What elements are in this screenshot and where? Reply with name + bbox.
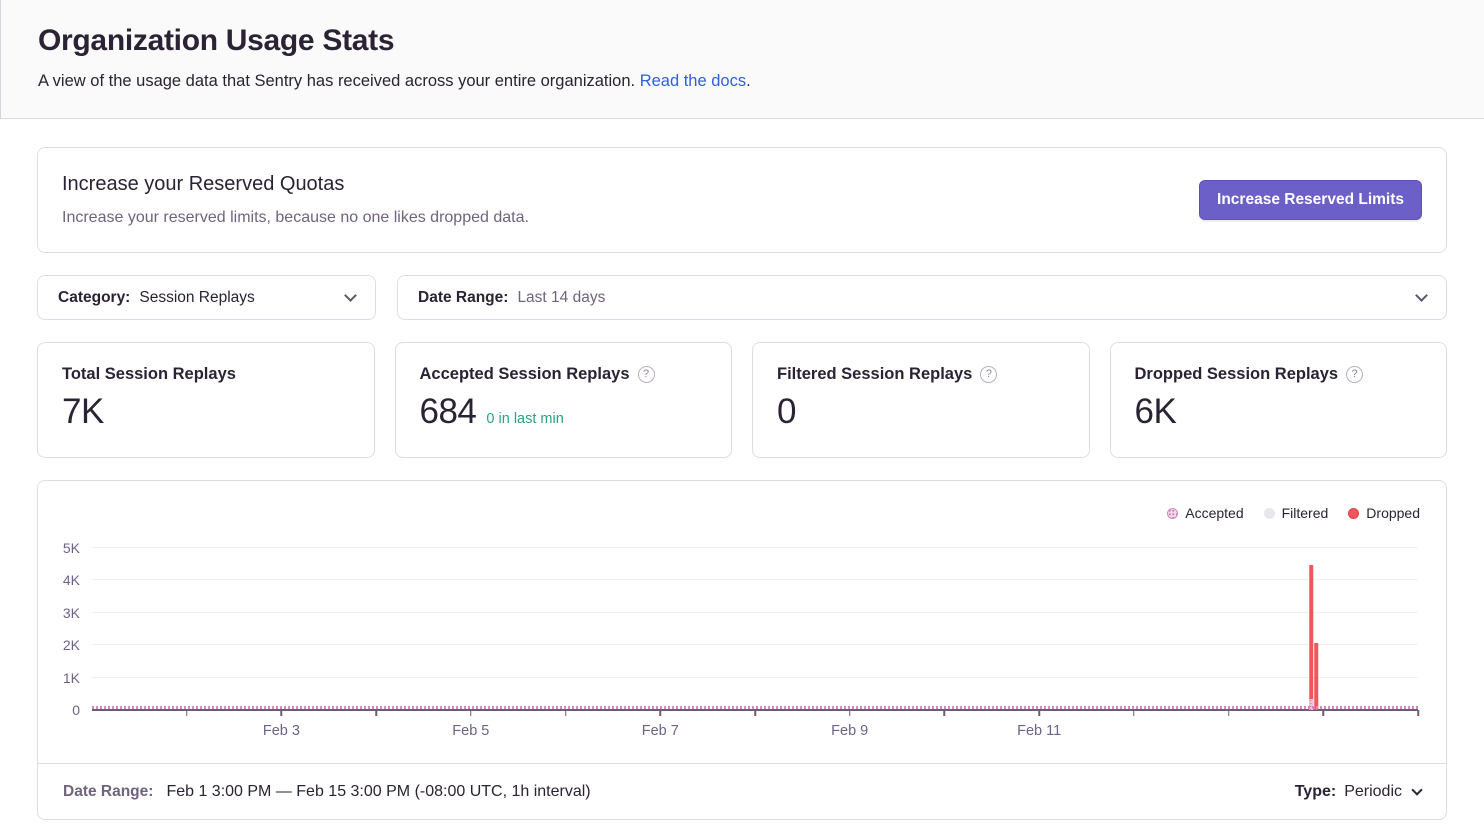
x-axis-tick-label: Feb 5 <box>452 723 490 739</box>
x-axis-tick <box>564 710 567 716</box>
stat-card-value: 684 <box>419 392 477 431</box>
filter-row: Category: Session Replays Date Range: La… <box>37 275 1447 320</box>
x-axis-tick-label: Feb 11 <box>1017 723 1062 739</box>
chevron-down-icon <box>1415 289 1428 302</box>
category-label: Category: <box>58 288 131 306</box>
category-value: Session Replays <box>139 288 255 306</box>
x-axis-tick <box>659 710 662 716</box>
date-range-label: Date Range: <box>418 288 509 306</box>
stat-card-value: 7K <box>62 392 104 431</box>
footer-date-range-value: Feb 1 3:00 PM — Feb 15 3:00 PM (-08:00 U… <box>166 782 591 800</box>
stat-card-title: Filtered Session Replays <box>777 365 973 383</box>
dropped-bar <box>1314 642 1318 710</box>
stat-card-title: Total Session Replays <box>62 365 236 383</box>
legend-item-filtered[interactable]: Filtered <box>1263 505 1329 521</box>
help-icon[interactable]: ? <box>637 366 655 383</box>
legend-label: Filtered <box>1281 505 1329 521</box>
date-range-value: Last 14 days <box>517 288 606 306</box>
reserved-quota-banner: Increase your Reserved Quotas Increase y… <box>37 147 1447 253</box>
x-axis-tick <box>375 710 377 716</box>
stat-cards-row: Total Session Replays 7K Accepted Sessio… <box>37 342 1447 458</box>
quota-banner-description: Increase your reserved limits, because n… <box>62 209 529 226</box>
x-axis-tick <box>1038 710 1040 716</box>
help-icon[interactable]: ? <box>1346 366 1364 383</box>
x-axis-tick-label: Feb 3 <box>262 723 300 739</box>
chevron-down-icon <box>344 289 357 302</box>
gridline <box>92 676 1418 678</box>
page-subtitle: A view of the usage data that Sentry has… <box>38 72 1447 91</box>
accepted-baseline-bars <box>92 706 1418 709</box>
x-axis-tick <box>1322 710 1325 716</box>
date-range-dropdown[interactable]: Date Range: Last 14 days <box>397 275 1447 320</box>
chart-type-value: Periodic <box>1344 782 1402 800</box>
category-dropdown[interactable]: Category: Session Replays <box>37 275 376 320</box>
stat-card-title: Dropped Session Replays <box>1134 365 1339 383</box>
y-axis-tick-label: 5K <box>62 540 80 556</box>
y-axis-tick-label: 1K <box>62 669 80 686</box>
accepted-bar <box>1309 699 1314 710</box>
x-axis-tick-label: Feb 7 <box>641 723 679 739</box>
help-icon[interactable]: ? <box>980 366 998 383</box>
y-axis-tick-label: 4K <box>62 572 80 589</box>
footer-date-range-label: Date Range: <box>63 782 154 800</box>
quota-banner-text: Increase your Reserved Quotas Increase y… <box>62 173 529 227</box>
x-axis-tick <box>848 710 851 716</box>
stat-card-value: 6K <box>1134 392 1177 431</box>
stat-card-accepted: Accepted Session Replays ? 684 0 in last… <box>394 342 732 458</box>
y-axis-tick-label: 3K <box>62 604 80 621</box>
chart-type-dropdown[interactable]: Type: Periodic <box>1294 782 1423 801</box>
increase-reserved-limits-button[interactable]: Increase Reserved Limits <box>1199 180 1422 220</box>
gridline <box>92 579 1418 581</box>
accepted-legend-dot-icon <box>1167 507 1179 519</box>
legend-item-dropped[interactable]: Dropped <box>1348 505 1420 521</box>
y-axis-tick-label: 2K <box>62 637 80 654</box>
x-axis-tick <box>1227 710 1230 716</box>
y-axis-tick-label: 0 <box>72 702 80 718</box>
filtered-legend-dot-icon <box>1263 507 1275 519</box>
quota-banner-title: Increase your Reserved Quotas <box>62 173 345 195</box>
page-content: Increase your Reserved Quotas Increase y… <box>0 119 1484 820</box>
subtitle-period: . <box>746 72 751 90</box>
gridline <box>92 644 1418 646</box>
usage-chart-card: Accepted Filtered Dropped 0 1K 2K 3K 4K 5K Feb 3… <box>37 480 1447 820</box>
x-axis-tick <box>470 710 472 716</box>
stat-card-subtext: 0 in last min <box>486 411 564 427</box>
subtitle-text: A view of the usage data that Sentry has… <box>38 72 636 90</box>
dropped-legend-dot-icon <box>1348 507 1360 519</box>
chart-footer: Date Range: Feb 1 3:00 PM — Feb 15 3:00 … <box>38 763 1446 819</box>
chart-plot: 0 1K 2K 3K 4K 5K Feb 3 Feb 5 Feb 7 Feb 9 Feb 11 <box>63 540 1419 739</box>
gridline <box>92 547 1418 548</box>
x-axis-tick <box>280 710 283 716</box>
x-axis-tick <box>1417 710 1419 716</box>
stat-card-dropped: Dropped Session Replays ? 6K <box>1109 342 1447 458</box>
page-header: Organization Usage Stats A view of the u… <box>0 0 1484 119</box>
page-title: Organization Usage Stats <box>38 24 395 57</box>
legend-label: Dropped <box>1366 505 1420 521</box>
x-axis-tick <box>185 710 188 716</box>
stat-card-filtered: Filtered Session Replays ? 0 <box>752 342 1090 458</box>
dropped-bar <box>1309 565 1314 710</box>
x-axis-tick <box>1133 710 1135 716</box>
stat-card-value: 0 <box>777 392 796 431</box>
legend-item-accepted[interactable]: Accepted <box>1167 505 1244 521</box>
stat-card-title: Accepted Session Replays <box>419 365 630 383</box>
x-axis-tick <box>943 710 946 716</box>
legend-label: Accepted <box>1185 505 1244 521</box>
chart-legend: Accepted Filtered Dropped <box>1167 505 1420 521</box>
x-axis-tick <box>754 710 756 716</box>
stat-card-total: Total Session Replays 7K <box>37 342 375 458</box>
chart-type-label: Type: <box>1294 782 1337 800</box>
chevron-down-icon <box>1411 783 1423 796</box>
gridline <box>92 611 1418 613</box>
x-axis-tick-label: Feb 9 <box>831 723 869 739</box>
read-the-docs-link[interactable]: Read the docs <box>639 72 747 90</box>
